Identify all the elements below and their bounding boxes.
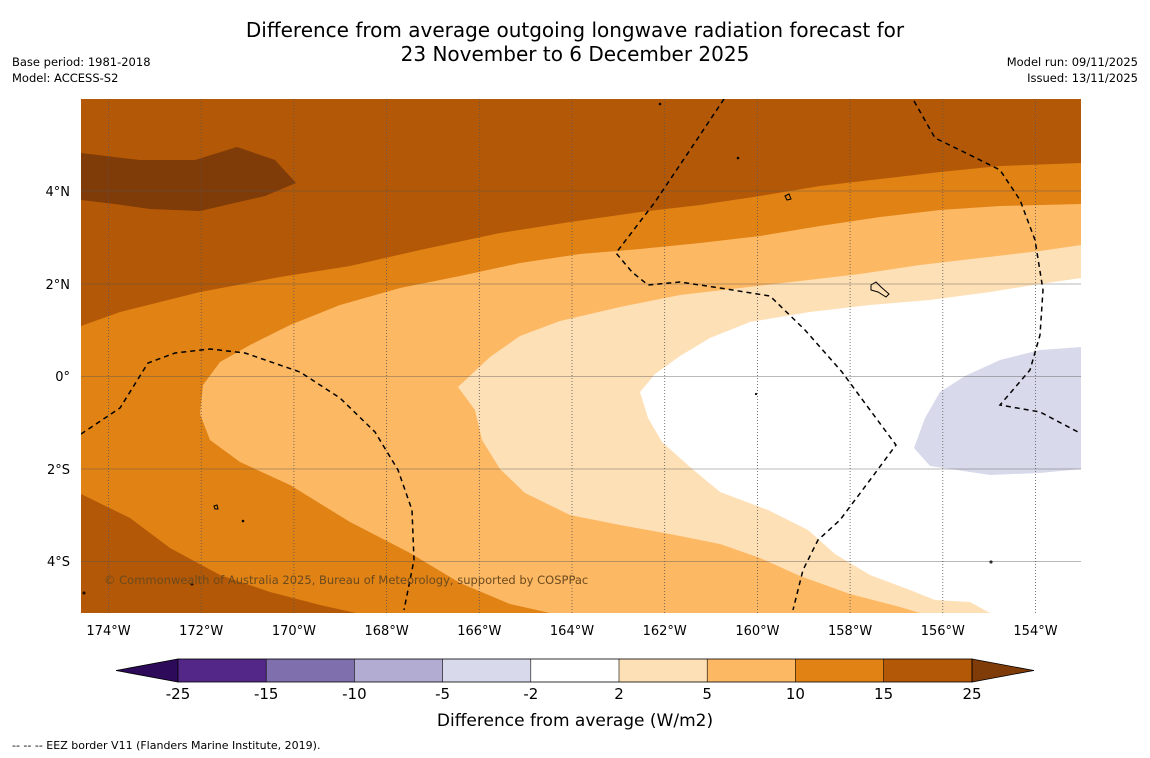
anomaly-map: © Commonwealth of Australia 2025, Bureau… <box>81 99 1081 613</box>
eez-border-east <box>913 100 1079 433</box>
colorbar-segment <box>530 659 619 682</box>
eez-border-central <box>615 99 897 611</box>
island-outlines <box>82 102 993 595</box>
chart-title-line1: Difference from average outgoing longwav… <box>245 18 905 42</box>
lat-label: 2°S <box>47 463 70 478</box>
colorbar-dividers <box>265 659 884 682</box>
island-outline <box>736 156 740 160</box>
island-outline <box>870 281 890 298</box>
parallel-grid <box>81 190 1081 562</box>
lon-label: 174°W <box>86 624 130 639</box>
island-outline <box>190 582 194 586</box>
colorbar-tick-label: -10 <box>342 685 367 703</box>
base-period: Base period: 1981-2018 <box>12 55 151 69</box>
colorbar-segment <box>883 659 972 682</box>
island-outline <box>241 519 245 523</box>
meta-right: Model run: 09/11/2025 Issued: 13/11/2025 <box>1007 54 1138 86</box>
latitude-labels: 4°N 2°N 0° 2°S 4°S <box>46 185 71 570</box>
lon-label: 156°W <box>921 624 965 639</box>
band-15-25-southwest <box>81 494 356 613</box>
colorbar-segment <box>619 659 708 682</box>
lon-label: 168°W <box>365 624 409 639</box>
colorbar-segment <box>354 659 443 682</box>
colorbar-segment <box>707 659 796 682</box>
colorbar-segment <box>266 659 355 682</box>
lon-label: 160°W <box>735 624 779 639</box>
issued-date: Issued: 13/11/2025 <box>1027 71 1138 85</box>
colorbar-tick-label: -25 <box>166 685 191 703</box>
colorbar-segment <box>442 659 531 682</box>
model-run: Model run: 09/11/2025 <box>1006 55 1138 69</box>
band-minus2-2 <box>640 278 1081 613</box>
colorbar: -25 -15 -10 -5 -2 2 5 10 15 25 Differenc… <box>115 658 1035 731</box>
colorbar-tick-label: 2 <box>614 685 624 703</box>
lat-label: 0° <box>55 370 70 385</box>
lon-label: 158°W <box>828 624 872 639</box>
copyright-notice: © Commonwealth of Australia 2025, Bureau… <box>104 573 588 587</box>
lon-label: 164°W <box>550 624 594 639</box>
colorbar-tick-label: -5 <box>435 685 450 703</box>
colorbar-frame <box>177 658 973 683</box>
colorbar-tick-label: -2 <box>523 685 538 703</box>
chart-title: Difference from average outgoing longwav… <box>0 18 1150 66</box>
colorbar-tick-label: 5 <box>702 685 712 703</box>
band-above-25 <box>81 147 296 211</box>
eez-border-west <box>81 348 415 611</box>
colorbar-tick-label: -15 <box>254 685 279 703</box>
meta-left: Base period: 1981-2018 Model: ACCESS-S2 <box>12 54 151 86</box>
lat-label: 4°N <box>46 185 71 200</box>
colorbar-extend-low <box>115 658 179 683</box>
lon-label: 162°W <box>643 624 687 639</box>
island-outline <box>82 591 86 595</box>
eez-legend: -- -- -- EEZ border V11 (Flanders Marine… <box>12 739 321 752</box>
colorbar-extend-high <box>971 658 1035 683</box>
chart-title-line2: 23 November to 6 December 2025 <box>400 42 750 66</box>
lon-label: 172°W <box>179 624 223 639</box>
island-outline <box>784 193 792 201</box>
colorbar-tick-label: 10 <box>786 685 805 703</box>
lon-label: 154°W <box>1013 624 1057 639</box>
lat-label: 4°S <box>47 555 70 570</box>
lat-label: 2°N <box>46 278 71 293</box>
lon-label: 170°W <box>272 624 316 639</box>
island-outline <box>213 504 219 510</box>
eez-borders <box>81 99 1079 611</box>
colorbar-segment <box>178 659 267 682</box>
band-15-25-north <box>81 99 1081 326</box>
colorbar-tick-label: 25 <box>962 685 981 703</box>
island-outline <box>754 392 758 396</box>
colorbar-tick-label: 15 <box>874 685 893 703</box>
colorbar-title: Difference from average (W/m2) <box>437 711 713 731</box>
lon-label: 166°W <box>457 624 501 639</box>
model-name: Model: ACCESS-S2 <box>12 71 119 85</box>
longitude-labels: 174°W 172°W 170°W 168°W 166°W 164°W 162°… <box>86 624 1057 639</box>
island-outline <box>658 102 662 106</box>
island-outline <box>989 560 993 564</box>
band-minus5-minus2 <box>914 347 1081 475</box>
colorbar-segment <box>795 659 884 682</box>
